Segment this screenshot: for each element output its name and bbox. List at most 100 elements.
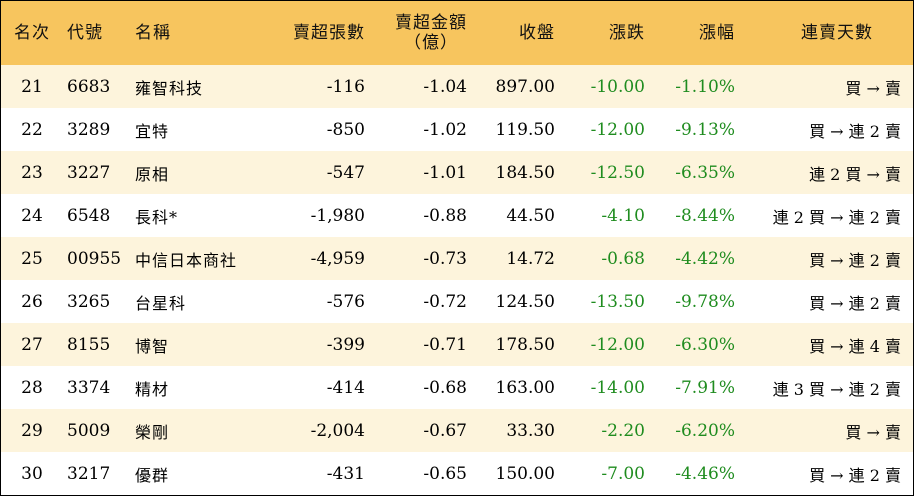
oversold-amount-cell: -0.65 <box>423 463 467 484</box>
change-cell: -14.00 <box>590 377 645 398</box>
consecutive-cell: 連 2 買 → 賣 <box>809 164 901 184</box>
code-cell: 3265 <box>67 291 111 312</box>
oversold-amount-cell: -1.04 <box>423 76 467 97</box>
change-cell: -2.20 <box>601 420 645 441</box>
close-cell: 150.00 <box>495 463 555 484</box>
consecutive-cell: 連 2 買 → 連 2 賣 <box>772 207 901 227</box>
change-pct-cell: -4.42% <box>675 248 735 269</box>
change-pct-cell: -7.91% <box>675 377 735 398</box>
rank-cell: 23 <box>21 162 43 183</box>
oversold-shares-cell: -1,980 <box>310 205 365 226</box>
change-cell: -12.00 <box>590 119 645 140</box>
consecutive-cell: 連 3 買 → 連 2 賣 <box>772 379 901 399</box>
name-cell: 博智 <box>135 336 170 356</box>
name-cell: 精材 <box>135 379 170 399</box>
name-cell: 台星科 <box>135 293 187 313</box>
rank-cell: 30 <box>21 463 43 484</box>
table-row: 30 3217 優群 -431 -0.65 150.00 -7.00 -4.46% 買 → 連 … <box>1 452 913 495</box>
oversold-amount-cell: -0.73 <box>423 248 467 269</box>
change-cell: -4.10 <box>601 205 645 226</box>
table-row: 26 3265 台星科 -576 -0.72 124.50 -13.50 -9.78% 買 → … <box>1 280 913 323</box>
oversold-shares-cell: -547 <box>326 162 365 183</box>
rank-cell: 29 <box>21 420 43 441</box>
code-cell: 3289 <box>67 119 111 140</box>
oversold-shares-cell: -414 <box>326 377 365 398</box>
oversold-amount-cell: -0.72 <box>423 291 467 312</box>
name-cell: 優群 <box>135 465 170 485</box>
oversold-shares-cell: -431 <box>326 463 365 484</box>
change-pct-cell: -4.46% <box>675 463 735 484</box>
consecutive-cell: 買 → 賣 <box>845 78 901 98</box>
close-cell: 14.72 <box>506 248 555 269</box>
header-oversold-amount-line1: 賣超金額 <box>395 13 467 33</box>
code-cell: 3227 <box>67 162 111 183</box>
name-cell: 雍智科技 <box>135 78 204 98</box>
change-pct-cell: -6.20% <box>675 420 735 441</box>
oversold-amount-cell: -1.02 <box>423 119 467 140</box>
consecutive-cell: 買 → 連 2 賣 <box>809 250 901 270</box>
table-row: 25 00955 中信日本商社 -4,959 -0.73 14.72 -0.68 -4.42%… <box>1 237 913 280</box>
table-row: 24 6548 長科* -1,980 -0.88 44.50 -4.10 -8.44% 連 2 … <box>1 194 913 237</box>
change-pct-cell: -8.44% <box>675 205 735 226</box>
oversold-shares-cell: -576 <box>326 291 365 312</box>
name-cell: 原相 <box>135 164 170 184</box>
name-cell: 宜特 <box>135 121 170 141</box>
table-row: 21 6683 雍智科技 -116 -1.04 897.00 -10.00 -1.10% 買 →… <box>1 65 913 108</box>
header-name: 名稱 <box>135 23 171 43</box>
name-cell: 中信日本商社 <box>135 250 238 270</box>
table-row: 28 3374 精材 -414 -0.68 163.00 -14.00 -7.91% 連 3 買… <box>1 366 913 409</box>
name-cell: 長科* <box>135 207 179 227</box>
header-change-pct: 漲幅 <box>699 23 735 43</box>
rank-cell: 28 <box>21 377 43 398</box>
table-header-row: 名次 代號 名稱 賣超張數 賣超金額 （億） 收盤 漲跌 漲幅 連賣天數 <box>1 1 913 65</box>
name-cell: 榮剛 <box>135 422 170 442</box>
code-cell: 3374 <box>67 377 111 398</box>
code-cell: 6548 <box>67 205 111 226</box>
rank-cell: 25 <box>21 248 43 269</box>
close-cell: 124.50 <box>495 291 555 312</box>
header-oversold-amount-line2: （億） <box>404 33 458 53</box>
change-pct-cell: -1.10% <box>675 76 735 97</box>
oversold-shares-cell: -399 <box>326 334 365 355</box>
oversold-shares-cell: -4,959 <box>310 248 365 269</box>
change-cell: -12.00 <box>590 334 645 355</box>
change-cell: -7.00 <box>601 463 645 484</box>
change-cell: -0.68 <box>601 248 645 269</box>
header-rank: 名次 <box>14 23 50 43</box>
close-cell: 178.50 <box>495 334 555 355</box>
close-cell: 897.00 <box>495 76 555 97</box>
close-cell: 44.50 <box>506 205 555 226</box>
oversold-shares-cell: -850 <box>326 119 365 140</box>
change-cell: -10.00 <box>590 76 645 97</box>
close-cell: 184.50 <box>495 162 555 183</box>
oversold-amount-cell: -0.88 <box>423 205 467 226</box>
change-pct-cell: -6.30% <box>675 334 735 355</box>
oversold-shares-cell: -2,004 <box>310 420 365 441</box>
oversold-amount-cell: -0.71 <box>423 334 467 355</box>
change-pct-cell: -9.13% <box>675 119 735 140</box>
close-cell: 119.50 <box>495 119 555 140</box>
change-cell: -13.50 <box>590 291 645 312</box>
oversold-amount-cell: -0.68 <box>423 377 467 398</box>
code-cell: 5009 <box>67 420 111 441</box>
oversold-amount-cell: -1.01 <box>423 162 467 183</box>
rank-cell: 27 <box>21 334 43 355</box>
header-code: 代號 <box>67 23 103 43</box>
header-oversold-shares: 賣超張數 <box>293 23 365 43</box>
change-pct-cell: -6.35% <box>675 162 735 183</box>
consecutive-cell: 買 → 連 2 賣 <box>809 293 901 313</box>
header-oversold-amount: 賣超金額 （億） <box>373 1 475 65</box>
oversold-amount-cell: -0.67 <box>423 420 467 441</box>
code-cell: 6683 <box>67 76 111 97</box>
rank-cell: 26 <box>21 291 43 312</box>
rank-cell: 22 <box>21 119 43 140</box>
change-cell: -12.50 <box>590 162 645 183</box>
code-cell: 8155 <box>67 334 111 355</box>
header-close: 收盤 <box>519 23 555 43</box>
consecutive-cell: 買 → 連 2 賣 <box>809 121 901 141</box>
code-cell: 3217 <box>67 463 111 484</box>
rank-cell: 24 <box>21 205 43 226</box>
consecutive-cell: 買 → 賣 <box>845 422 901 442</box>
